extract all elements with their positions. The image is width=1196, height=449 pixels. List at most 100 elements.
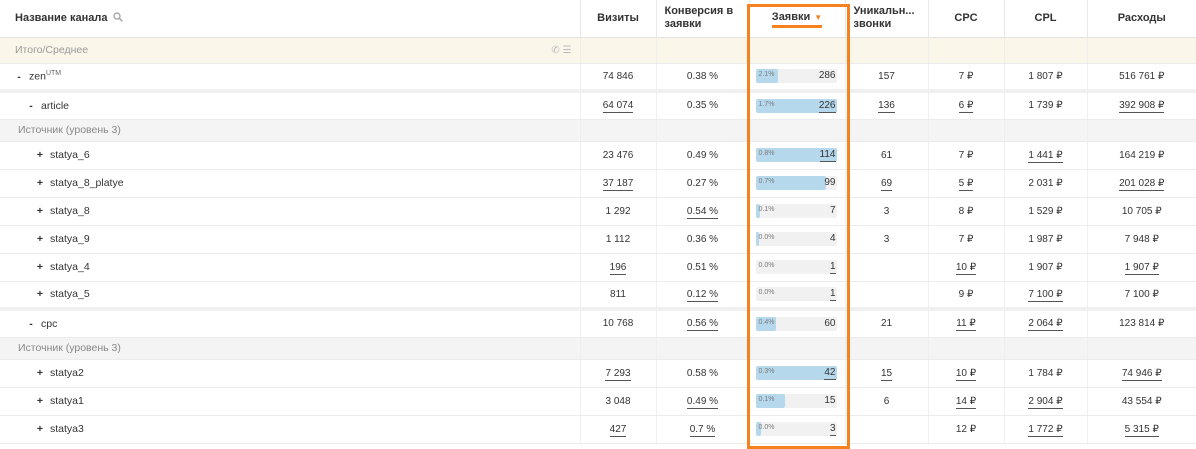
table-row[interactable]: - zenUTM 74 846 0.38 % 2.1% 286 157 7 ₽ 1 … [0,63,1196,92]
cell-requests[interactable]: 0.0% 1 [748,253,845,282]
cell-visits: 10 768 [579,307,656,338]
cell-requests: 2.1% 286 [748,63,845,92]
cell-conv[interactable]: 0.12 % [655,281,749,310]
cell-calls: 21 [844,307,928,338]
cell-requests: 0.4% 60 [748,307,845,338]
table-row[interactable]: + statya3 427 0.7 % 0.0% 3 12 ₽ 1 772 ₽ 5 … [0,415,1196,444]
cell-visits[interactable]: 37 187 [579,169,656,198]
requests-bar: 0.3% 42 [755,366,837,380]
collapse-icon[interactable]: - [17,70,21,83]
phone-icon[interactable]: ✆ ☰ [551,44,572,56]
table-row[interactable]: + statya_6 23 476 0.49 % 0.8% 114 61 7 ₽ 1… [0,141,1196,170]
cell-cpl[interactable]: 2 904 ₽ [1003,387,1087,416]
requests-bar: 0.4% 60 [755,316,837,331]
cell-visits: 1 292 [579,197,656,226]
expand-icon[interactable]: + [36,423,44,435]
cell-requests[interactable]: 0.3% 42 [748,359,845,388]
expand-icon[interactable]: + [36,205,44,217]
requests-bar-fill [755,394,785,408]
table-row[interactable]: + statya2 7 293 0.58 % 0.3% 42 15 10 ₽ 1 7… [0,359,1196,388]
cell-cpl[interactable]: 1 441 ₽ [1003,141,1087,170]
col-header-visits[interactable]: Визиты [579,0,656,38]
expand-icon[interactable]: + [36,177,44,189]
cell-cpl: 2 031 ₽ [1003,169,1087,198]
cell-calls[interactable]: 15 [844,359,928,388]
table-row[interactable]: + statya_5 811 0.12 % 0.0% 1 9 ₽ 7 100 ₽ 7… [0,281,1196,310]
cell-conv[interactable]: 0.7 % [655,415,749,444]
utm-badge: UTM [45,70,62,77]
expand-icon[interactable]: + [36,233,44,245]
expand-icon[interactable]: + [36,261,44,273]
requests-bar-fill [755,176,826,190]
cell-conv: 0.58 % [655,359,749,388]
cell-cpc: 9 ₽ [927,281,1004,310]
search-icon[interactable] [113,12,124,23]
header-row: Название канала Визиты Конверсия в заявк… [0,0,1196,38]
cell-conv: 0.35 % [655,89,749,120]
collapse-icon[interactable]: - [29,317,33,330]
cell-cost[interactable]: 1 907 ₽ [1086,253,1196,282]
col-header-cost[interactable]: Расходы [1086,0,1196,38]
requests-bar: 0.0% 1 [755,287,837,302]
requests-bar-fill [755,366,837,380]
table-row[interactable]: + statya_4 196 0.51 % 0.0% 1 10 ₽ 1 907 ₽ … [0,253,1196,282]
col-header-name[interactable]: Название канала [0,0,580,38]
sort-desc-icon: ▼ [814,13,823,23]
cell-cpc[interactable]: 10 ₽ [927,253,1004,282]
cell-requests[interactable]: 0.8% 114 [748,141,845,170]
cell-calls[interactable]: 136 [844,89,928,120]
cell-cpc[interactable]: 14 ₽ [927,387,1004,416]
table-row[interactable]: - article 64 074 0.35 % 1.7% 226 136 6 ₽ 1… [0,89,1196,120]
section-label: Источник (уровень 3) [0,337,580,360]
cell-cost[interactable]: 5 315 ₽ [1086,415,1196,444]
requests-bar-fill [755,422,762,436]
cell-conv[interactable]: 0.49 % [655,387,749,416]
col-header-calls[interactable]: Уникальн... звонки [844,0,928,38]
cell-cpc[interactable]: 6 ₽ [927,89,1004,120]
cell-visits[interactable]: 64 074 [579,89,656,120]
expand-icon[interactable]: + [36,149,44,161]
table-row[interactable]: - cpc 10 768 0.56 % 0.4% 60 21 11 ₽ 2 064 … [0,307,1196,338]
cell-cpc[interactable]: 5 ₽ [927,169,1004,198]
collapse-icon[interactable]: - [29,99,33,112]
cell-conv[interactable]: 0.56 % [655,307,749,338]
cell-cost: 123 814 ₽ [1086,307,1196,338]
cell-cost: 43 554 ₽ [1086,387,1196,416]
cell-cpl[interactable]: 7 100 ₽ [1003,281,1087,310]
requests-bar: 0.1% 7 [755,204,837,218]
expand-icon[interactable]: + [36,367,44,379]
cell-requests[interactable]: 0.0% 3 [748,415,845,444]
table-row[interactable]: + statya_8_platye 37 187 0.27 % 0.7% 99 69… [0,169,1196,198]
cell-cost[interactable]: 392 908 ₽ [1086,89,1196,120]
cell-visits: 811 [579,281,656,310]
cell-visits[interactable]: 196 [579,253,656,282]
cell-visits[interactable]: 427 [579,415,656,444]
cell-visits: 23 476 [579,141,656,170]
cell-cpc[interactable]: 10 ₽ [927,359,1004,388]
cell-requests[interactable]: 0.0% 1 [748,281,845,310]
cell-cpl[interactable]: 1 772 ₽ [1003,415,1087,444]
col-header-cpc[interactable]: CPC [927,0,1004,38]
cell-cost[interactable]: 74 946 ₽ [1086,359,1196,388]
cell-cpc[interactable]: 11 ₽ [927,307,1004,338]
cell-cost: 10 705 ₽ [1086,197,1196,226]
table-row[interactable]: + statya1 3 048 0.49 % 0.1% 15 6 14 ₽ 2 90… [0,387,1196,416]
cell-conv[interactable]: 0.54 % [655,197,749,226]
requests-bar: 0.1% 15 [755,394,837,408]
row-name: statya_8 [50,205,90,217]
expand-icon[interactable]: + [36,395,44,407]
col-header-conversion[interactable]: Конверсия в заявки [655,0,749,38]
col-header-cpl[interactable]: CPL [1003,0,1087,38]
cell-cost[interactable]: 201 028 ₽ [1086,169,1196,198]
table-row[interactable]: + statya_9 1 112 0.36 % 0.0% 4 3 7 ₽ 1 987… [0,225,1196,254]
col-header-requests[interactable]: Заявки ▼ [748,0,845,38]
table-row[interactable]: + statya_8 1 292 0.54 % 0.1% 7 3 8 ₽ 1 529… [0,197,1196,226]
cell-cpl: 1 784 ₽ [1003,359,1087,388]
cell-calls[interactable]: 69 [844,169,928,198]
cell-conv: 0.27 % [655,169,749,198]
cell-requests[interactable]: 1.7% 226 [748,89,845,120]
expand-icon[interactable]: + [36,288,44,301]
cell-visits[interactable]: 7 293 [579,359,656,388]
cell-cpl[interactable]: 2 064 ₽ [1003,307,1087,338]
